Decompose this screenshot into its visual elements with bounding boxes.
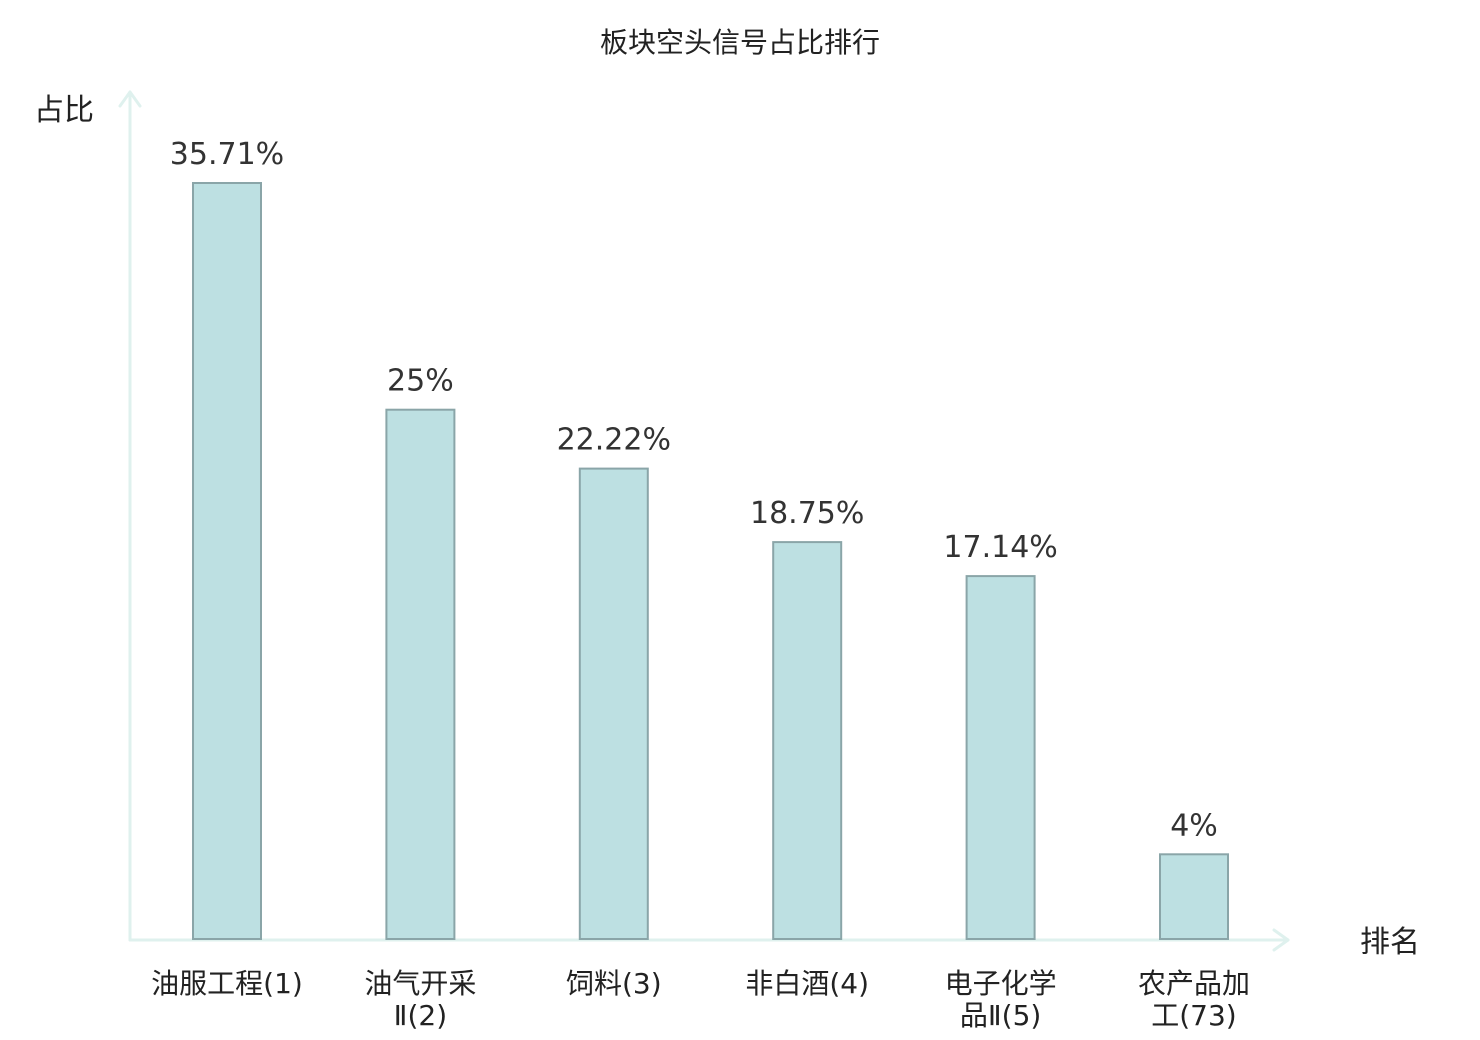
value-label: 4% [1170, 808, 1218, 843]
value-label: 22.22% [557, 423, 671, 458]
category-label: 非白酒(4) [745, 967, 869, 1000]
category-label: 品Ⅱ(5) [960, 999, 1041, 1032]
value-label: 17.14% [943, 530, 1057, 565]
category-label: 工(73) [1151, 999, 1236, 1032]
x-axis-label: 排名 [1360, 925, 1420, 960]
value-label: 25% [387, 364, 454, 399]
category-label: 农产品加 [1138, 967, 1250, 1000]
bar [578, 467, 649, 940]
category-label: 电子化学 [945, 967, 1057, 1000]
category-label: 饲料(3) [566, 967, 662, 1000]
bar [385, 408, 456, 940]
axes [118, 90, 1290, 952]
value-label: 35.71% [170, 137, 284, 172]
bar [965, 575, 1036, 940]
bar [772, 541, 843, 940]
bar [1159, 853, 1229, 940]
value-labels-group: 35.71% 25% 22.22% 18.75% 17.14% 4% [170, 137, 1218, 843]
category-label: Ⅱ(2) [394, 999, 447, 1032]
y-axis-label: 占比 [34, 93, 94, 128]
y-axis-arrow [118, 90, 142, 108]
category-label: 油气开采 [364, 967, 476, 1000]
x-axis-arrow [1272, 928, 1290, 952]
value-label: 18.75% [750, 496, 864, 531]
chart-title: 板块空头信号占比排行 [600, 26, 880, 59]
bars-group [192, 182, 1229, 940]
bar [192, 182, 262, 940]
category-label: 油服工程(1) [151, 967, 303, 1000]
